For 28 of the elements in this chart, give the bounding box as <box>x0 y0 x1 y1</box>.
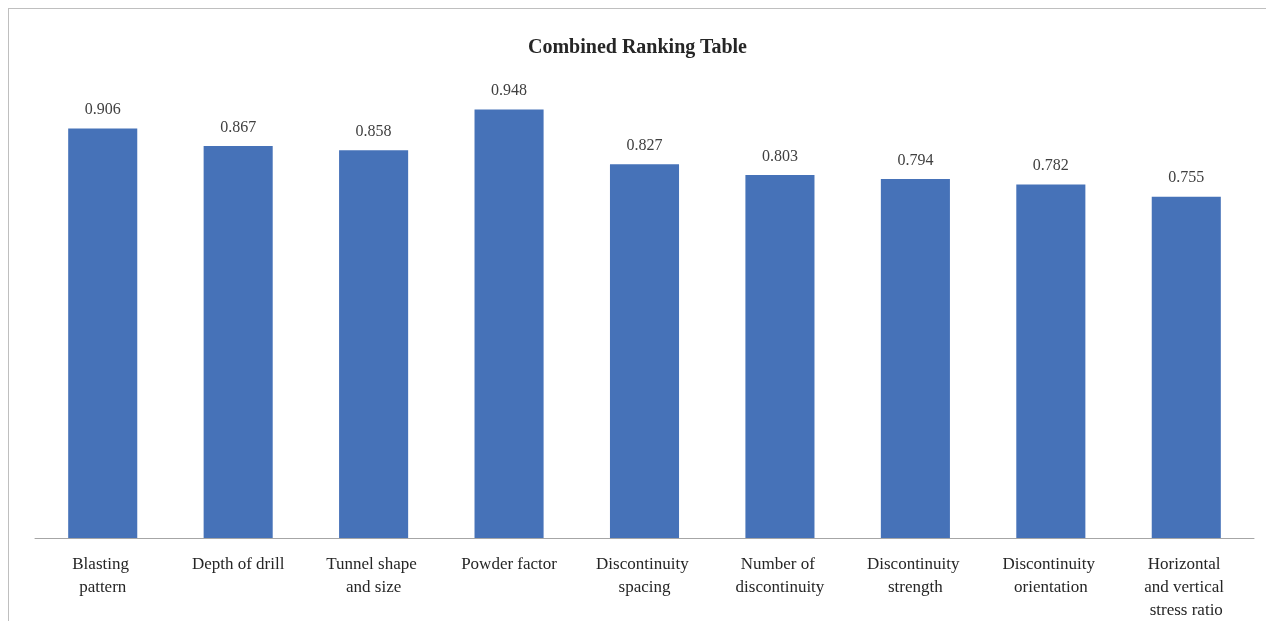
data-label: 0.867 <box>220 117 257 135</box>
chart-title: Combined Ranking Table <box>528 35 748 58</box>
bar <box>474 109 544 538</box>
data-label: 0.794 <box>897 150 934 168</box>
x-tick-label: Number of discontinuity <box>735 554 825 596</box>
data-label: 0.948 <box>491 81 528 98</box>
bar <box>68 128 138 538</box>
bar <box>1151 196 1221 538</box>
x-tick-label: Discontinuity orientation <box>1002 554 1100 596</box>
x-tick-label: Discontinuity spacing <box>596 554 693 596</box>
bar <box>1016 184 1086 538</box>
data-label: 0.755 <box>1168 168 1205 186</box>
data-label: 0.906 <box>84 99 121 117</box>
bar <box>203 146 273 538</box>
data-label: 0.782 <box>1032 156 1069 174</box>
x-tick-label: Tunnel shape and size <box>326 554 421 596</box>
x-tick-label: Blasting pattern <box>72 554 134 596</box>
x-tick-label: Horizontal and vertical stress ratio <box>1144 554 1229 619</box>
data-label: 0.827 <box>626 135 663 153</box>
bar <box>880 179 950 538</box>
bar <box>609 164 680 538</box>
bar <box>339 150 409 538</box>
data-label: 0.858 <box>355 121 392 139</box>
data-label: 0.803 <box>761 146 798 164</box>
x-tick-label: Powder factor <box>461 554 558 573</box>
bar <box>745 175 815 538</box>
x-tick-label: Discontinuity strength <box>866 554 964 596</box>
x-tick-label: Depth of drill <box>191 554 285 573</box>
